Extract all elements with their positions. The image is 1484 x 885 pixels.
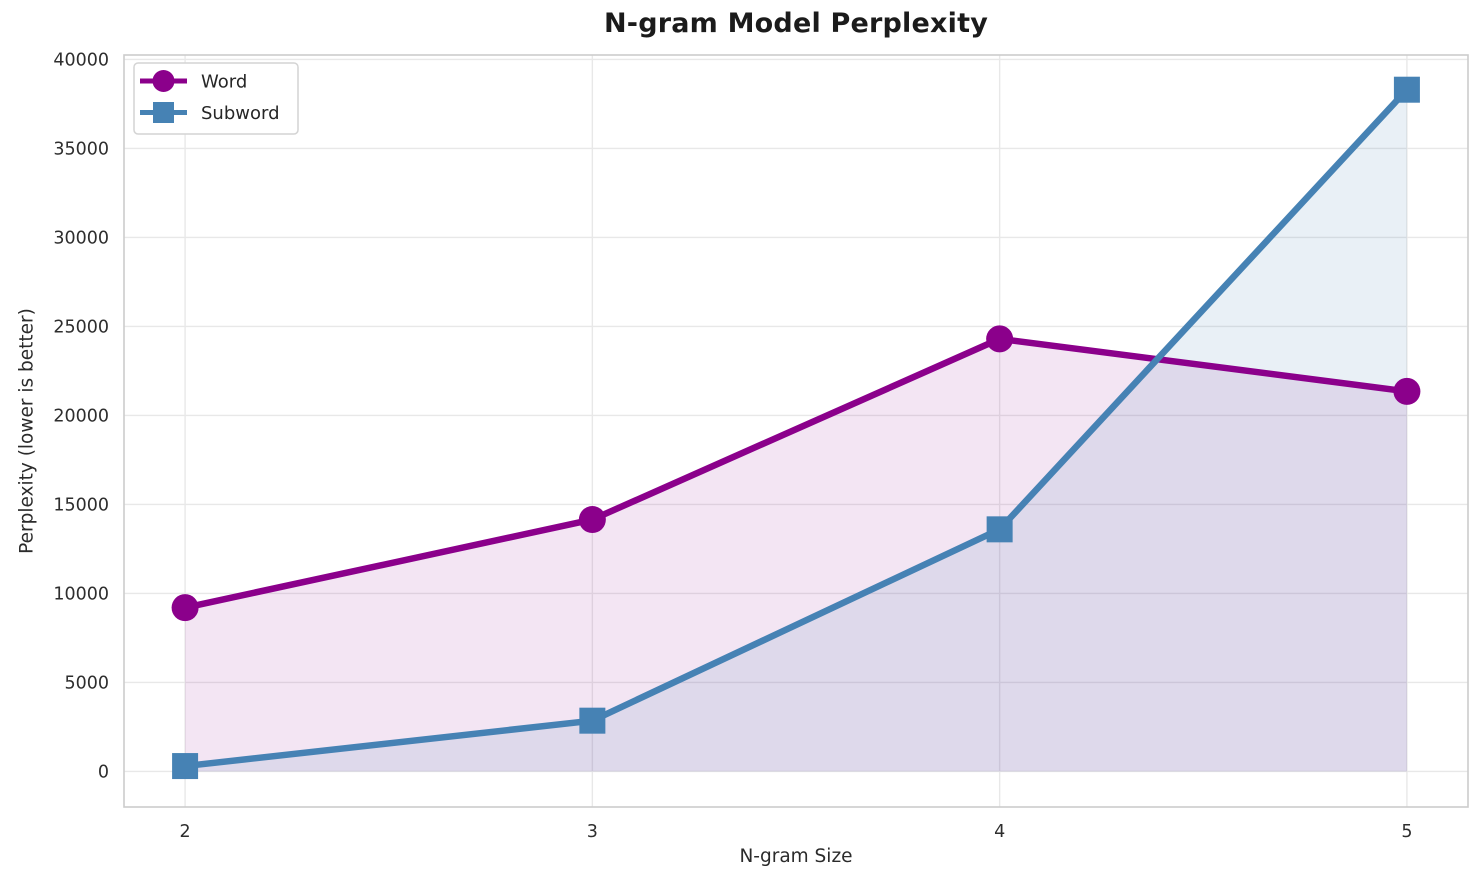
word-marker bbox=[1393, 377, 1421, 405]
subword-marker bbox=[1393, 76, 1420, 103]
word-area-fill bbox=[185, 338, 1407, 772]
chart-title: N-gram Model Perplexity bbox=[604, 8, 988, 39]
legend-label-word: Word bbox=[201, 72, 247, 93]
word-marker bbox=[986, 325, 1014, 353]
legend-label-subword: Subword bbox=[201, 103, 280, 124]
x-tick-label: 3 bbox=[587, 822, 598, 842]
legend-marker-word bbox=[152, 70, 175, 92]
x-tick-label: 4 bbox=[994, 822, 1005, 842]
y-tick-label: 25000 bbox=[53, 317, 109, 337]
subword-area-fill bbox=[185, 89, 1407, 772]
subword-marker bbox=[986, 516, 1013, 543]
y-tick-label: 30000 bbox=[53, 228, 109, 248]
word-marker bbox=[578, 506, 606, 534]
plot-border bbox=[123, 54, 1469, 808]
legend-marker-subword bbox=[153, 102, 174, 123]
y-tick-label: 5000 bbox=[64, 673, 109, 693]
word-marker bbox=[171, 594, 199, 622]
subword-line bbox=[181, 86, 1411, 770]
word-line bbox=[181, 335, 1411, 611]
subword-marker bbox=[579, 707, 606, 734]
subword-marker bbox=[172, 753, 199, 780]
x-axis-label: N-gram Size bbox=[739, 846, 853, 867]
y-tick-label: 0 bbox=[98, 762, 109, 782]
y-tick-label: 10000 bbox=[53, 584, 109, 604]
x-tick-label: 2 bbox=[180, 822, 191, 842]
y-tick-label: 20000 bbox=[53, 406, 109, 426]
legend: Word Subword bbox=[133, 62, 299, 135]
y-tick-label: 15000 bbox=[53, 495, 109, 515]
y-tick-label: 35000 bbox=[53, 139, 109, 159]
x-tick-label: 5 bbox=[1401, 822, 1412, 842]
y-tick-label: 40000 bbox=[53, 50, 109, 70]
